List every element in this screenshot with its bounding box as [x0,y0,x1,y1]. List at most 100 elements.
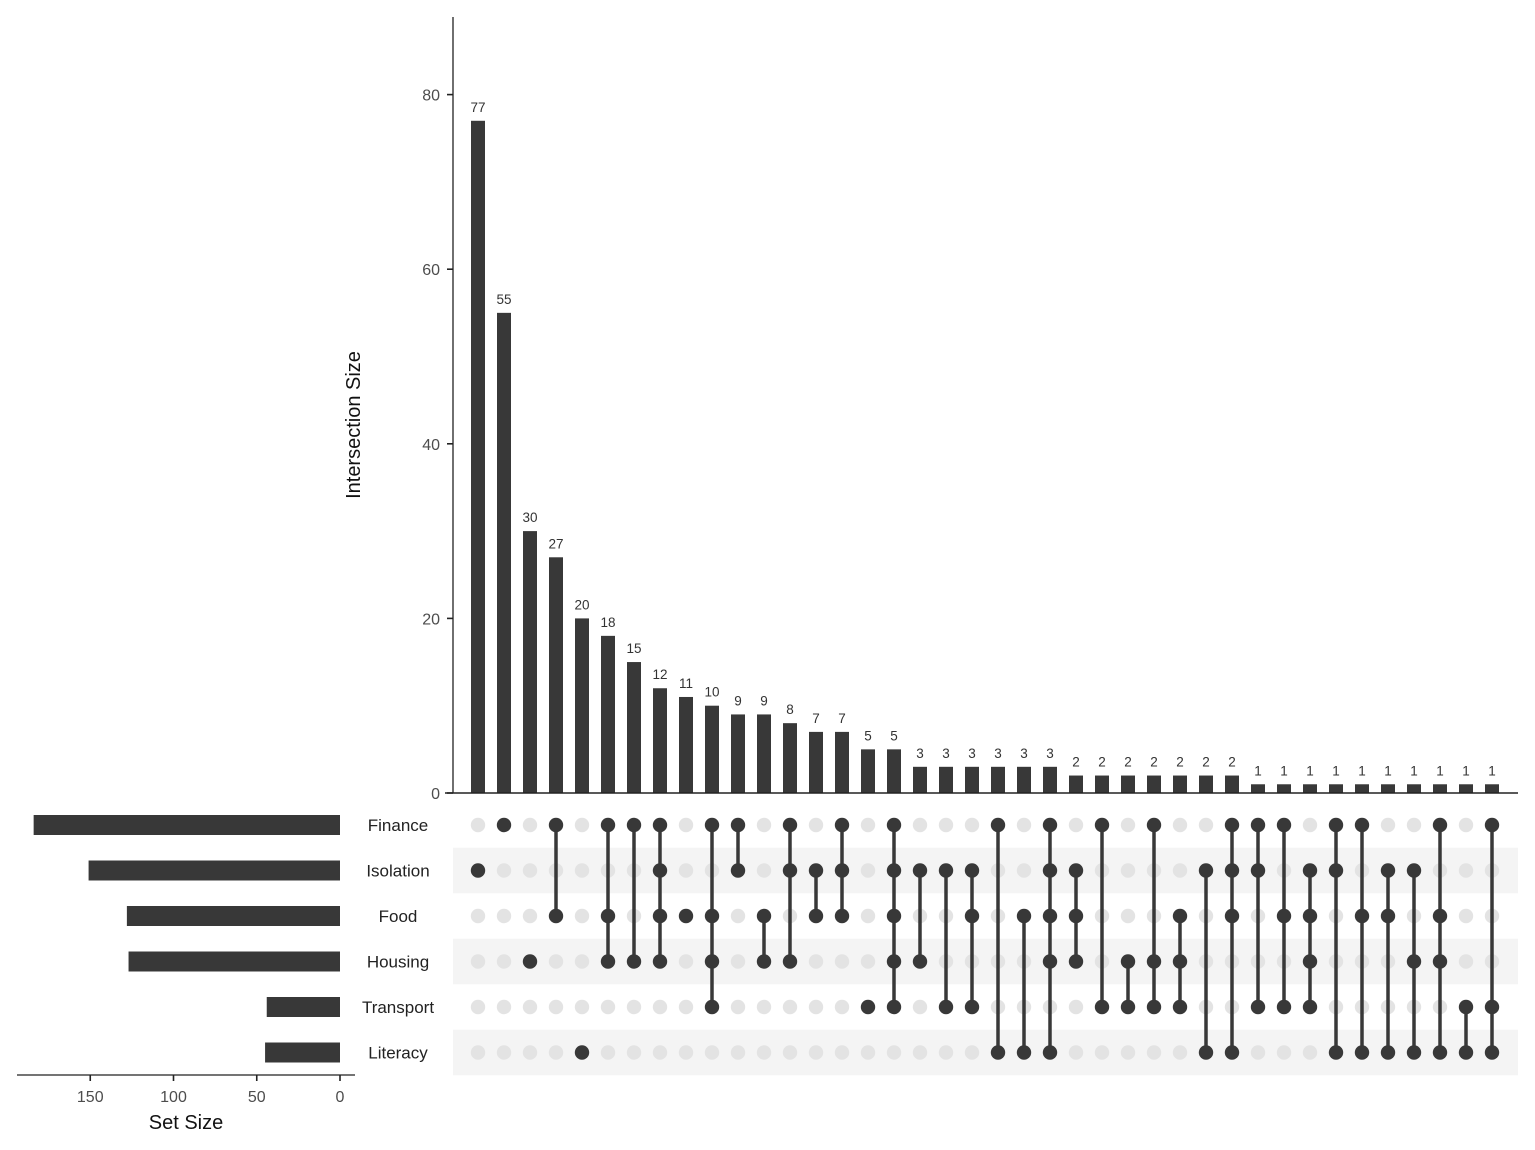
intersection-bar [835,731,849,793]
matrix-dot-active [1484,817,1500,833]
matrix-dot-active [808,908,824,924]
matrix-dot-active [1250,817,1266,833]
set-size-bar [265,1042,340,1063]
matrix-dot-active [1172,954,1188,969]
bar-value-label: 1 [1332,763,1340,778]
matrix-dot-active [990,817,1006,833]
y-tick-label: 60 [422,262,440,279]
bar-value-label: 5 [890,728,898,743]
matrix-dot-active [1198,1045,1214,1060]
matrix-dot-inactive [600,1045,616,1060]
set-size-tick-label: 0 [336,1089,345,1106]
bar-value-label: 27 [548,536,563,551]
matrix-dot-active [808,863,824,878]
intersection-bar [471,120,485,794]
matrix-dot-active [1354,1045,1370,1060]
set-size-axis: 150 100 50 0 [17,1074,355,1106]
matrix-dot-active [1328,863,1344,878]
intersection-bar [939,766,953,793]
matrix-dot-active [1224,863,1240,878]
matrix-dot-active [1094,817,1110,833]
y-tick-label: 0 [431,786,440,803]
matrix-dot-active [704,954,720,969]
matrix-dot-active [704,817,720,833]
matrix-dot-active [652,908,668,924]
set-size-bar [33,815,340,835]
matrix-dot-active [1068,908,1084,924]
y-tick-label: 20 [422,611,440,628]
set-label-transport: Transport [362,998,434,1017]
matrix-dot-inactive [1380,817,1396,833]
matrix-dot-inactive [1250,1045,1266,1060]
matrix-dot-active [626,817,642,833]
matrix-dot-active [1250,863,1266,878]
matrix-dot-inactive [1068,999,1084,1015]
matrix-dot-inactive [496,999,512,1015]
set-size-bar [126,906,340,926]
matrix-dot-inactive [470,999,486,1015]
matrix-dot-active [834,908,850,924]
matrix-dot-inactive [1120,863,1136,878]
matrix-dot-active [912,863,928,878]
bar-value-label: 15 [626,641,641,656]
matrix-dot-inactive [964,1045,980,1060]
bar-value-label: 8 [786,702,794,717]
matrix-dot-inactive [860,817,876,833]
set-label-housing: Housing [367,953,429,972]
matrix-dot-active [886,908,902,924]
matrix-dot-active [652,954,668,969]
set-size-tick-label: 50 [248,1089,266,1106]
matrix-dot-active [600,954,616,969]
matrix-dot-inactive [1458,908,1474,924]
intersection-bar [1303,784,1317,793]
matrix-dot-inactive [678,1045,694,1060]
matrix-dot-active [522,954,538,969]
matrix-dot-inactive [496,908,512,924]
matrix-dot-inactive [704,1045,720,1060]
intersection-bar [1017,766,1031,793]
matrix-dot-inactive [834,954,850,969]
matrix-dot-inactive [1016,817,1032,833]
matrix-dot-active [1068,863,1084,878]
matrix-dot-inactive [652,999,668,1015]
matrix-dot-active [1328,1045,1344,1060]
matrix-dot-active [1302,954,1318,969]
bar-value-label: 2 [1072,755,1080,770]
matrix-dot-inactive [730,954,746,969]
matrix-dot-inactive [574,863,590,878]
intersection-bar [601,635,615,793]
intersection-bar [887,749,901,793]
matrix-dot-active [1484,1045,1500,1060]
matrix-dot-inactive [496,863,512,878]
intersection-bar [523,531,537,793]
set-size-bar [128,951,340,972]
bar-value-label: 3 [994,746,1002,761]
intersection-bar [757,714,771,793]
set-labels: Finance Isolation Food Housing Transport Lite… [362,816,434,1063]
bar-value-label: 2 [1150,755,1158,770]
matrix-dot-inactive [938,817,954,833]
matrix-dot-inactive [1120,1045,1136,1060]
matrix-dot-inactive [574,817,590,833]
matrix-dot-inactive [912,999,928,1015]
matrix-dot-inactive [1016,863,1032,878]
intersection-bar [1355,784,1369,793]
matrix-dot-inactive [1172,863,1188,878]
matrix-dot-active [1354,817,1370,833]
intersection-bar [1433,784,1447,793]
matrix-dot-active [1276,999,1292,1015]
matrix-dot-inactive [834,999,850,1015]
matrix-dot-active [1354,908,1370,924]
matrix-dot-inactive [678,999,694,1015]
bar-value-label: 3 [916,746,924,761]
matrix-dot-active [834,817,850,833]
matrix-dot-active [1276,908,1292,924]
matrix-dot-active [782,817,798,833]
intersection-bar [991,766,1005,793]
bar-value-label: 3 [942,746,950,761]
matrix-dot-inactive [1172,817,1188,833]
bar-value-label: 1 [1410,763,1418,778]
bar-value-label: 2 [1098,755,1106,770]
matrix-dot-active [990,1045,1006,1060]
matrix-dot-inactive [1094,1045,1110,1060]
